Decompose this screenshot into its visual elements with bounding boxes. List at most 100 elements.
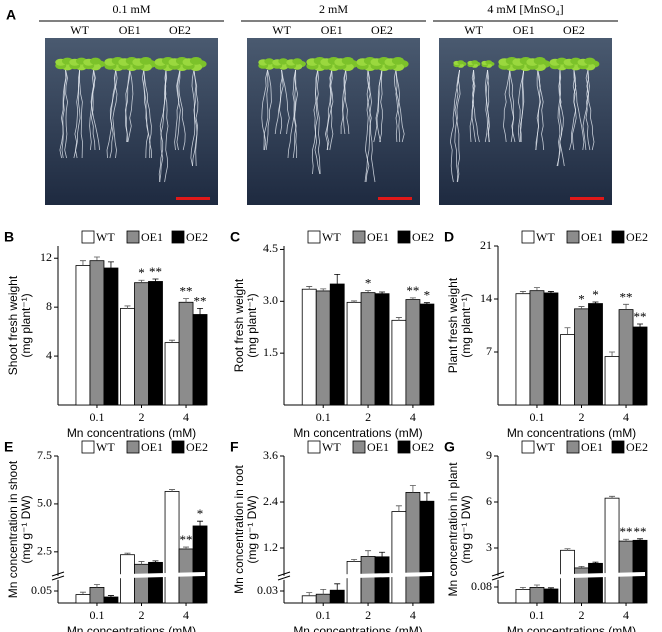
error-bar [138, 561, 145, 565]
error-bar [365, 550, 372, 557]
bar [346, 561, 362, 604]
leaf [264, 58, 275, 65]
bar [75, 594, 91, 604]
significance: ** [406, 283, 419, 298]
error-bar [334, 273, 341, 285]
axis-break [492, 572, 645, 580]
root [261, 69, 268, 151]
y-tick-label: 0.03 [257, 583, 278, 597]
error-bar [138, 279, 145, 283]
lane-label: OE1 [321, 23, 343, 37]
root [535, 69, 542, 151]
lane-label: OE1 [119, 23, 141, 37]
root [343, 69, 350, 135]
root [178, 69, 186, 151]
x-tick-label: 0.1 [89, 410, 104, 424]
legend-label: WT [322, 230, 341, 244]
y-axis-label: (mg plant⁻¹) [19, 293, 33, 357]
panel-letter: D [444, 229, 454, 245]
y-axis-label: (mg g⁻¹ DW) [19, 495, 33, 563]
legend-swatch [397, 230, 411, 244]
significance: ** [194, 293, 207, 308]
panel-letter: C [230, 229, 240, 245]
y-axis-label: (mg g⁻¹ DW) [459, 495, 473, 563]
group-title: 0.1 mM [112, 2, 150, 16]
legend-swatch [307, 230, 321, 244]
x-axis-label: Mn concentrations (mM) [293, 426, 422, 440]
error-bar [564, 327, 571, 335]
error-bar [124, 552, 131, 555]
lane-label: OE2 [371, 23, 393, 37]
error-bar [547, 587, 554, 589]
group-title: 2 mM [319, 2, 348, 16]
error-bar [578, 566, 585, 568]
significance: ** [634, 309, 647, 324]
leaf [292, 58, 303, 65]
x-tick-label: 2 [365, 410, 371, 424]
error-bar [578, 306, 585, 309]
significance: ** [620, 524, 633, 539]
bar [543, 588, 559, 604]
bar [301, 595, 317, 604]
root [556, 69, 562, 167]
legend-swatch [352, 440, 366, 454]
group-title: 4 mM [MnSO₄] [487, 2, 563, 16]
axis-break-mark [491, 575, 505, 581]
y-axis-label: Mn concentration in root [232, 464, 246, 593]
x-tick-label: 0.1 [529, 608, 544, 622]
legend-label: OE1 [141, 440, 163, 454]
bar [588, 562, 603, 604]
axis-break-mark [51, 571, 65, 577]
error-bar [183, 298, 190, 303]
bar [374, 293, 390, 406]
root [192, 69, 199, 167]
legend-label: WT [536, 230, 555, 244]
y-tick-label: 7 [486, 344, 492, 358]
legend-label: OE2 [626, 440, 648, 454]
root [109, 69, 118, 159]
x-tick-label: 4 [410, 410, 416, 424]
y-tick-label: 3.6 [263, 448, 278, 462]
root [395, 69, 401, 143]
y-axis-label: Mn concentration in shoot [6, 460, 20, 598]
y-tick-label: 7.5 [37, 448, 52, 462]
y-axis-label: (mg plant⁻¹) [245, 293, 259, 357]
root [127, 69, 134, 143]
bar [134, 563, 149, 604]
root [78, 69, 83, 159]
legend-swatch [611, 440, 625, 454]
bar [574, 308, 589, 406]
x-tick-label: 2 [138, 410, 144, 424]
x-tick-label: 2 [578, 410, 584, 424]
root [393, 69, 400, 143]
leaf [457, 60, 465, 65]
y-tick-label: 6 [486, 494, 492, 508]
legend-label: OE2 [186, 230, 208, 244]
root [143, 69, 149, 159]
y-tick-label: 0.05 [31, 583, 52, 597]
legend-label: OE1 [581, 440, 603, 454]
error-bar [351, 559, 358, 562]
legend-swatch [397, 440, 411, 454]
bar [604, 497, 620, 604]
legend-label: OE1 [367, 440, 389, 454]
root [263, 69, 269, 151]
legend-label: OE2 [186, 440, 208, 454]
error-bar [623, 538, 630, 542]
root [176, 69, 181, 151]
bar [315, 593, 331, 604]
root [454, 69, 461, 183]
root [484, 69, 490, 143]
error-bar [409, 297, 416, 300]
legend-swatch [566, 440, 580, 454]
y-axis-label: Mn concentration in plant [446, 462, 460, 597]
bar [164, 491, 180, 604]
legend-swatch [81, 230, 95, 244]
significance: * [578, 292, 585, 307]
root [143, 69, 152, 159]
y-tick-label: 2.4 [263, 494, 278, 508]
bar [405, 299, 421, 406]
legend-swatch [81, 440, 95, 454]
legend-swatch [126, 230, 140, 244]
bar [192, 314, 208, 406]
